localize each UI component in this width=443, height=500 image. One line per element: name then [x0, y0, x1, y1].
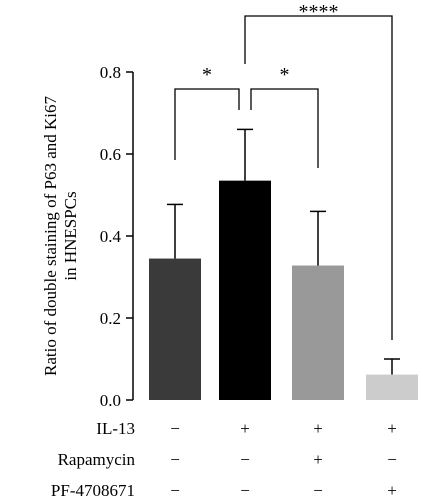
condition-sign: − — [170, 450, 180, 469]
y-axis-label-line: Ratio of double staining of P63 and Ki67 — [41, 96, 60, 377]
condition-sign: + — [387, 419, 397, 438]
condition-sign: − — [170, 419, 180, 438]
bar — [292, 265, 344, 400]
bar — [149, 258, 201, 400]
condition-sign: − — [387, 450, 397, 469]
significance-bracket — [244, 15, 393, 340]
y-axis-label-line: in HNESPCs — [61, 191, 80, 280]
y-tick-label: 0.0 — [100, 391, 121, 410]
significance-brackets: * ***** — [174, 1, 393, 340]
condition-sign: − — [240, 450, 250, 469]
bars — [149, 128, 418, 400]
y-axis: 0.0 0.2 0.4 0.6 0.8 — [100, 63, 134, 410]
condition-sign: − — [170, 481, 180, 500]
condition-sign: − — [313, 481, 323, 500]
significance-label: **** — [299, 1, 339, 23]
significance-bracket — [250, 88, 319, 168]
condition-sign: − — [240, 481, 250, 500]
condition-sign: + — [240, 419, 250, 438]
y-axis-label: Ratio of double staining of P63 and Ki67… — [41, 96, 80, 377]
condition-table: IL-13 − + + + Rapamycin − − + − PF-4708671 − − − + — [51, 419, 397, 500]
y-tick-label: 0.6 — [100, 145, 121, 164]
significance-label: * — [202, 64, 212, 86]
condition-label: IL-13 — [96, 419, 135, 438]
significance-label: * — [280, 64, 290, 86]
condition-label: PF-4708671 — [51, 481, 135, 500]
significance-bracket — [174, 88, 240, 160]
y-tick-label: 0.4 — [100, 227, 122, 246]
y-tick-label: 0.2 — [100, 309, 121, 328]
bar — [219, 180, 271, 400]
y-tick-label: 0.8 — [100, 63, 121, 82]
condition-sign: + — [313, 450, 323, 469]
condition-label: Rapamycin — [58, 450, 136, 469]
bar — [366, 374, 418, 400]
condition-sign: + — [313, 419, 323, 438]
condition-sign: + — [387, 481, 397, 500]
